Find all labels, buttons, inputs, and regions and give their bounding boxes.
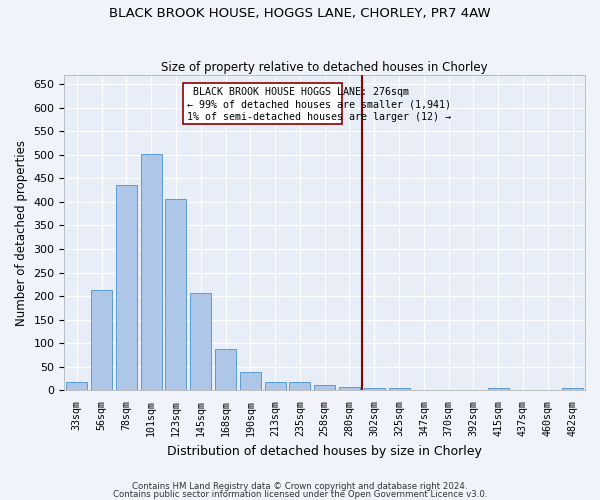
- Bar: [314, 386, 335, 390]
- Bar: [66, 382, 88, 390]
- Bar: [562, 388, 583, 390]
- Bar: [116, 186, 137, 390]
- Bar: [91, 290, 112, 390]
- Bar: [289, 382, 310, 390]
- Text: BLACK BROOK HOUSE HOGGS LANE: 276sqm: BLACK BROOK HOUSE HOGGS LANE: 276sqm: [187, 87, 409, 97]
- FancyBboxPatch shape: [184, 83, 342, 124]
- Bar: [190, 293, 211, 390]
- Text: ← 99% of detached houses are smaller (1,941): ← 99% of detached houses are smaller (1,…: [187, 100, 451, 110]
- Text: 1% of semi-detached houses are larger (12) →: 1% of semi-detached houses are larger (1…: [187, 112, 451, 122]
- Bar: [240, 372, 261, 390]
- Bar: [364, 388, 385, 390]
- Bar: [215, 350, 236, 391]
- Bar: [265, 382, 286, 390]
- Text: Contains public sector information licensed under the Open Government Licence v3: Contains public sector information licen…: [113, 490, 487, 499]
- Bar: [488, 388, 509, 390]
- X-axis label: Distribution of detached houses by size in Chorley: Distribution of detached houses by size …: [167, 444, 482, 458]
- Bar: [389, 388, 410, 390]
- Y-axis label: Number of detached properties: Number of detached properties: [15, 140, 28, 326]
- Bar: [339, 387, 360, 390]
- Text: Contains HM Land Registry data © Crown copyright and database right 2024.: Contains HM Land Registry data © Crown c…: [132, 482, 468, 491]
- Title: Size of property relative to detached houses in Chorley: Size of property relative to detached ho…: [161, 60, 488, 74]
- Bar: [166, 198, 187, 390]
- Bar: [140, 154, 162, 390]
- Text: BLACK BROOK HOUSE, HOGGS LANE, CHORLEY, PR7 4AW: BLACK BROOK HOUSE, HOGGS LANE, CHORLEY, …: [109, 8, 491, 20]
